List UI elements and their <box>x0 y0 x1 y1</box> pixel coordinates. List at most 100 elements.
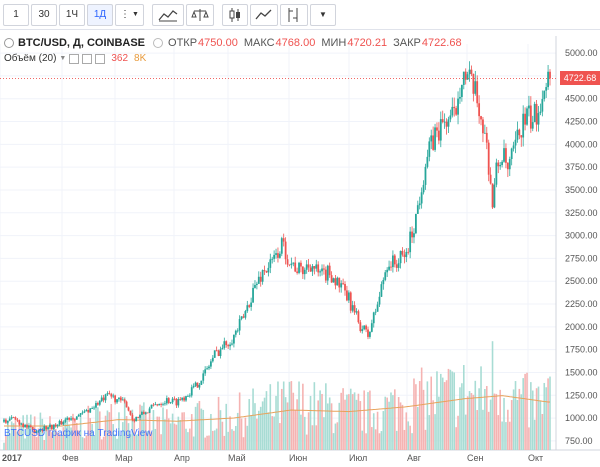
candle-body <box>150 404 153 409</box>
volume-bar <box>14 419 17 450</box>
candle-body <box>482 119 484 134</box>
volume-bar <box>428 415 431 450</box>
candle-body <box>208 366 210 369</box>
volume-bar <box>441 377 444 450</box>
volume-bar <box>20 422 23 450</box>
candle-body <box>363 325 366 330</box>
candle-body <box>225 341 228 346</box>
interval-1h-button[interactable]: 1Ч <box>59 3 85 26</box>
candle-body <box>382 279 385 285</box>
volume-bar <box>189 428 191 450</box>
volume-bar <box>485 386 488 450</box>
candle-body <box>535 103 538 125</box>
candle-body <box>472 73 475 94</box>
tradingview-watermark[interactable]: BTCUSD график на TradingView <box>4 428 153 439</box>
candle-body <box>487 142 490 175</box>
indicator-settings-icon[interactable] <box>82 53 93 64</box>
volume-bar <box>177 416 180 450</box>
candle-body <box>369 331 371 337</box>
volume-bar <box>537 386 540 450</box>
candle-body <box>79 413 82 415</box>
candle-body <box>372 312 375 324</box>
volume-bar <box>323 417 325 450</box>
volume-bar <box>24 438 26 450</box>
settings-icon[interactable] <box>153 38 164 48</box>
volume-bar <box>242 437 245 450</box>
drawing-tools-button[interactable] <box>279 3 308 26</box>
remove-indicator-icon[interactable] <box>95 53 106 64</box>
volume-bar <box>330 403 333 450</box>
volume-bar <box>240 418 243 450</box>
candle-body <box>522 113 525 138</box>
volume-bar <box>171 413 174 450</box>
collapse-legend-icon[interactable] <box>4 38 14 48</box>
candle-body <box>96 403 99 405</box>
volume-bar <box>392 395 394 450</box>
volume-bar <box>491 341 494 450</box>
volume-bar <box>405 412 408 450</box>
volume-bar <box>403 429 406 450</box>
candle-body <box>541 99 544 112</box>
candle-body <box>428 141 431 157</box>
more-intervals-button[interactable]: ⋮ ▼ <box>115 3 144 26</box>
volume-bar <box>152 410 155 450</box>
interval-1m-button[interactable]: 1 <box>3 3 29 26</box>
volume-bar <box>374 429 377 450</box>
candle-body <box>5 419 7 423</box>
candlestick-chart[interactable]: 750.00 1000.00 1250.00 1500.00 1750.00 2000.0… <box>0 30 600 467</box>
line-style-button[interactable] <box>249 3 278 26</box>
candle-body <box>401 250 404 255</box>
candle-body <box>405 251 408 258</box>
compare-button[interactable] <box>185 3 214 26</box>
candle-body <box>351 305 354 311</box>
volume-bar <box>476 410 478 450</box>
candle-body <box>378 296 381 305</box>
low-label: МИН <box>321 37 347 49</box>
candle-body <box>365 325 367 330</box>
candle-body <box>194 382 197 386</box>
interval-30m-button[interactable]: 30 <box>31 3 57 26</box>
candle-body <box>45 426 48 430</box>
candle-body <box>480 116 482 120</box>
volume-bar <box>8 433 11 450</box>
toolbar-dropdown-button[interactable]: ▼ <box>309 3 336 26</box>
candle-body <box>324 269 327 281</box>
volume-bar <box>407 421 410 450</box>
volume-bar <box>118 412 120 450</box>
chart-area[interactable]: 750.00 1000.00 1250.00 1500.00 1750.00 2000.0… <box>0 30 600 467</box>
volume-bar <box>399 402 402 450</box>
candle-body <box>190 387 193 396</box>
chevron-down-icon[interactable]: ▼ <box>59 55 67 62</box>
indicators-button[interactable] <box>151 3 184 26</box>
y-tick-label: 1750.00 <box>565 345 598 355</box>
candle-body <box>89 408 92 413</box>
candle-body <box>370 323 373 332</box>
candle-body <box>93 407 95 409</box>
volume-bar <box>543 382 546 450</box>
y-tick-label: 4250.00 <box>565 117 598 127</box>
volume-bar <box>480 366 482 450</box>
hide-indicator-icon[interactable] <box>69 53 80 64</box>
volume-bar <box>64 418 67 450</box>
candle-body <box>413 233 415 238</box>
volume-bar <box>526 372 528 450</box>
candle-body <box>411 231 413 238</box>
volume-bar <box>16 431 19 450</box>
candle-body <box>181 397 184 400</box>
volume-bar <box>282 381 285 450</box>
candle-body <box>26 424 28 428</box>
candle-body <box>328 265 331 276</box>
candle-body <box>244 311 247 318</box>
candles-style-button[interactable] <box>221 3 248 26</box>
volume-bar <box>438 396 440 450</box>
volume-bar <box>98 411 101 450</box>
candle-body <box>505 148 507 163</box>
candle-body <box>278 253 281 258</box>
candle-body <box>300 262 302 267</box>
candle-body <box>497 162 500 167</box>
candle-body <box>547 71 549 88</box>
volume-bar <box>514 381 517 450</box>
candle-body <box>95 403 97 408</box>
candle-body <box>277 253 279 258</box>
interval-1d-button[interactable]: 1Д <box>87 3 113 26</box>
